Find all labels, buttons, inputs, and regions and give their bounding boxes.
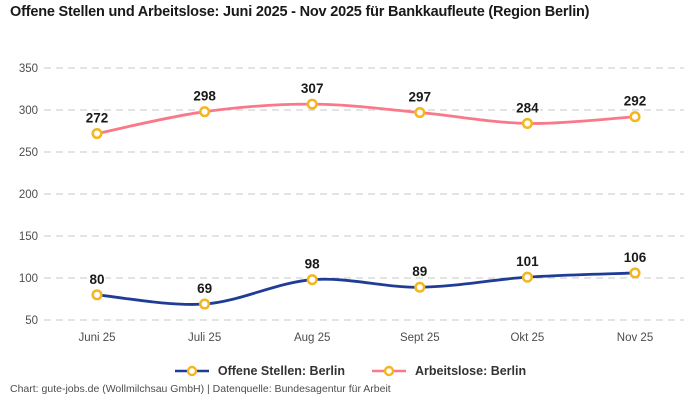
- data-label: 307: [301, 81, 324, 96]
- data-label: 298: [193, 89, 216, 104]
- legend-item-arbeitslose: Arbeitslose: Berlin: [371, 364, 526, 378]
- data-point-marker[interactable]: [414, 106, 426, 119]
- data-point-marker[interactable]: [521, 271, 533, 283]
- data-label: 272: [86, 111, 109, 126]
- data-point-marker[interactable]: [199, 298, 211, 310]
- data-label: 106: [624, 250, 647, 265]
- y-tick-label: 250: [19, 147, 38, 159]
- data-point-marker[interactable]: [199, 106, 211, 118]
- x-tick-label: Aug 25: [294, 332, 330, 344]
- legend-item-offene-stellen: Offene Stellen: Berlin: [174, 364, 345, 378]
- x-tick-label: Sept 25: [400, 332, 440, 344]
- legend-label-arbeitslose: Arbeitslose: Berlin: [414, 364, 527, 378]
- legend-marker-circle: [383, 365, 395, 377]
- data-point-marker[interactable]: [629, 267, 641, 279]
- data-label: 284: [516, 100, 539, 115]
- attribution-footer: Chart: gute-jobs.de (Wollmilchsau GmbH) …: [10, 383, 391, 395]
- y-tick-label: 150: [19, 231, 38, 243]
- y-tick-label: 350: [19, 63, 38, 75]
- x-tick-label: Juni 25: [78, 332, 115, 344]
- legend-label-offene-stellen: Offene Stellen: Berlin: [217, 364, 345, 378]
- legend-marker-circle: [186, 365, 198, 377]
- data-label: 297: [409, 90, 432, 105]
- x-tick-label: Juli 25: [188, 332, 221, 344]
- y-tick-label: 200: [19, 189, 38, 201]
- data-label: 292: [624, 94, 647, 109]
- chart-legend: Offene Stellen: Berlin Arbeitslose: Berl…: [0, 360, 700, 382]
- series-line: [95, 271, 637, 306]
- x-tick-label: Nov 25: [617, 332, 653, 344]
- data-label: 80: [89, 272, 104, 287]
- data-label: 101: [516, 254, 539, 269]
- data-point-marker[interactable]: [306, 274, 318, 286]
- data-point-marker[interactable]: [91, 289, 103, 301]
- data-point-marker[interactable]: [521, 117, 533, 129]
- data-label: 69: [197, 281, 212, 296]
- line-chart-canvas: 50 100 150 200 250 300 350 Juni 25 Juli 25 Aug 25…: [19, 63, 684, 344]
- x-tick-label: Okt 25: [510, 332, 544, 344]
- data-point-marker[interactable]: [306, 98, 318, 110]
- chart-title: Offene Stellen und Arbeitslose: Juni 202…: [10, 4, 590, 20]
- legend-line-marker-icon: [174, 365, 209, 377]
- data-label: 89: [412, 264, 427, 279]
- y-tick-label: 100: [19, 273, 38, 285]
- y-tick-label: 50: [25, 315, 38, 327]
- data-point-marker[interactable]: [414, 281, 426, 293]
- data-point-marker[interactable]: [629, 111, 641, 123]
- series-line: [95, 102, 637, 135]
- legend-line-marker-icon: [371, 365, 406, 377]
- data-label: 98: [305, 257, 321, 272]
- y-tick-label: 300: [19, 105, 38, 117]
- data-point-marker[interactable]: [91, 127, 103, 140]
